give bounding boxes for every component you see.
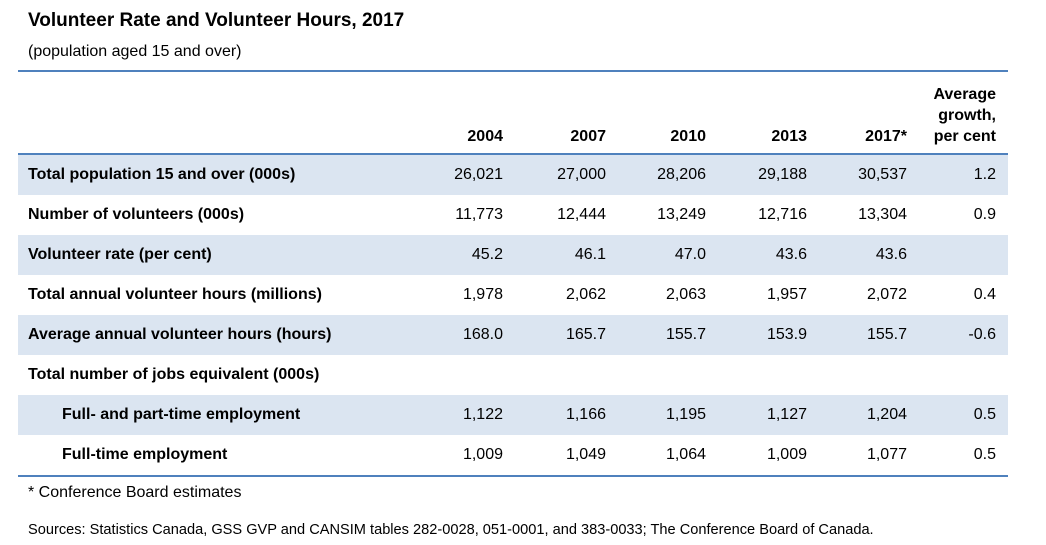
header-cell-average-growth: Average growth, per cent [917, 73, 1008, 155]
table-cell: 12,716 [758, 206, 807, 223]
table-cell: 43.6 [716, 235, 817, 275]
table-cell: 1,122 [416, 395, 513, 435]
table-cell: 0.4 [973, 286, 996, 303]
table-cell: 12,444 [557, 206, 606, 223]
row-label: Total number of jobs equivalent (000s) [28, 366, 320, 383]
top-rule [18, 70, 1008, 72]
table-cell: 1.2 [917, 154, 1008, 195]
table-cell: 43.6 [817, 235, 917, 275]
row-label: Average annual volunteer hours (hours) [18, 315, 416, 355]
table-cell: 1,204 [817, 395, 917, 435]
table-cell: 1,166 [513, 395, 616, 435]
table-title: Volunteer Rate and Volunteer Hours, 2017 [28, 10, 405, 31]
header-cell-label [18, 73, 416, 155]
table-row: Full-time employment 1,009 1,049 1,064 1… [18, 435, 1008, 477]
header-cell-2017: 2017* [817, 73, 917, 155]
header-cell-2013: 2013 [716, 73, 817, 155]
table-cell: 30,537 [817, 154, 917, 195]
table-cell [513, 355, 616, 395]
table-cell: 168.0 [416, 315, 513, 355]
table-row: Average annual volunteer hours (hours) 1… [18, 315, 1008, 355]
table-cell: 165.7 [513, 315, 616, 355]
table-row: Total population 15 and over (000s) 26,0… [18, 154, 1008, 195]
table-cell: -0.6 [917, 315, 1008, 355]
table-cell: 26,021 [416, 154, 513, 195]
table-cell: 46.1 [513, 235, 616, 275]
volunteer-table: 2004 2007 2010 2013 2017* Average growth… [18, 73, 1008, 477]
table-row: Volunteer rate (per cent) 45.2 46.1 47.0… [18, 235, 1008, 275]
table-cell [616, 355, 716, 395]
table-subtitle: (population aged 15 and over) [28, 43, 242, 60]
header-cell-2010: 2010 [616, 73, 716, 155]
table-cell: 47.0 [616, 235, 716, 275]
table-cell: 2,062 [565, 286, 606, 303]
row-label: Volunteer rate (per cent) [18, 235, 416, 275]
table-cell: 13,249 [657, 206, 706, 223]
table-cell: 45.2 [416, 235, 513, 275]
table-cell: 2,072 [866, 286, 907, 303]
table-cell [416, 355, 513, 395]
table-cell: 0.5 [917, 435, 1008, 477]
table-cell: 11,773 [455, 206, 503, 223]
table-cell: 2,063 [665, 286, 706, 303]
header-row: 2004 2007 2010 2013 2017* Average growth… [18, 73, 1008, 155]
table-cell: 1,978 [462, 286, 503, 303]
table-cell: 0.5 [917, 395, 1008, 435]
row-label: Number of volunteers (000s) [28, 206, 245, 223]
table-cell: 29,188 [716, 154, 817, 195]
table-row: Total number of jobs equivalent (000s) [18, 355, 1008, 395]
row-label: Total annual volunteer hours (millions) [28, 286, 322, 303]
table-cell [817, 355, 917, 395]
table-cell [716, 355, 817, 395]
table-cell: 28,206 [616, 154, 716, 195]
table-cell: 27,000 [513, 154, 616, 195]
table-cell: 1,064 [616, 435, 716, 477]
table-row: Total annual volunteer hours (millions) … [18, 275, 1008, 315]
table-cell: 1,009 [416, 435, 513, 477]
table-row: Full- and part-time employment 1,122 1,1… [18, 395, 1008, 435]
table-cell: 1,195 [616, 395, 716, 435]
row-label: Full-time employment [18, 435, 416, 477]
table-cell: 1,127 [716, 395, 817, 435]
header-cell-2004: 2004 [416, 73, 513, 155]
table-row: Number of volunteers (000s) 11,773 12,44… [18, 195, 1008, 235]
row-label: Total population 15 and over (000s) [18, 154, 416, 195]
sources-note: Sources: Statistics Canada, GSS GVP and … [28, 522, 874, 538]
footnote: * Conference Board estimates [28, 484, 242, 501]
table-cell [917, 235, 1008, 275]
table-cell: 1,077 [817, 435, 917, 477]
table-cell: 155.7 [817, 315, 917, 355]
header-cell-2007: 2007 [513, 73, 616, 155]
table-cell: 13,304 [858, 206, 907, 223]
table-cell: 1,957 [766, 286, 807, 303]
table-cell: 155.7 [616, 315, 716, 355]
table-cell: 1,049 [513, 435, 616, 477]
table-cell: 1,009 [716, 435, 817, 477]
table-cell [917, 355, 1008, 395]
row-label: Full- and part-time employment [18, 395, 416, 435]
table-cell: 0.9 [973, 206, 996, 223]
table-cell: 153.9 [716, 315, 817, 355]
